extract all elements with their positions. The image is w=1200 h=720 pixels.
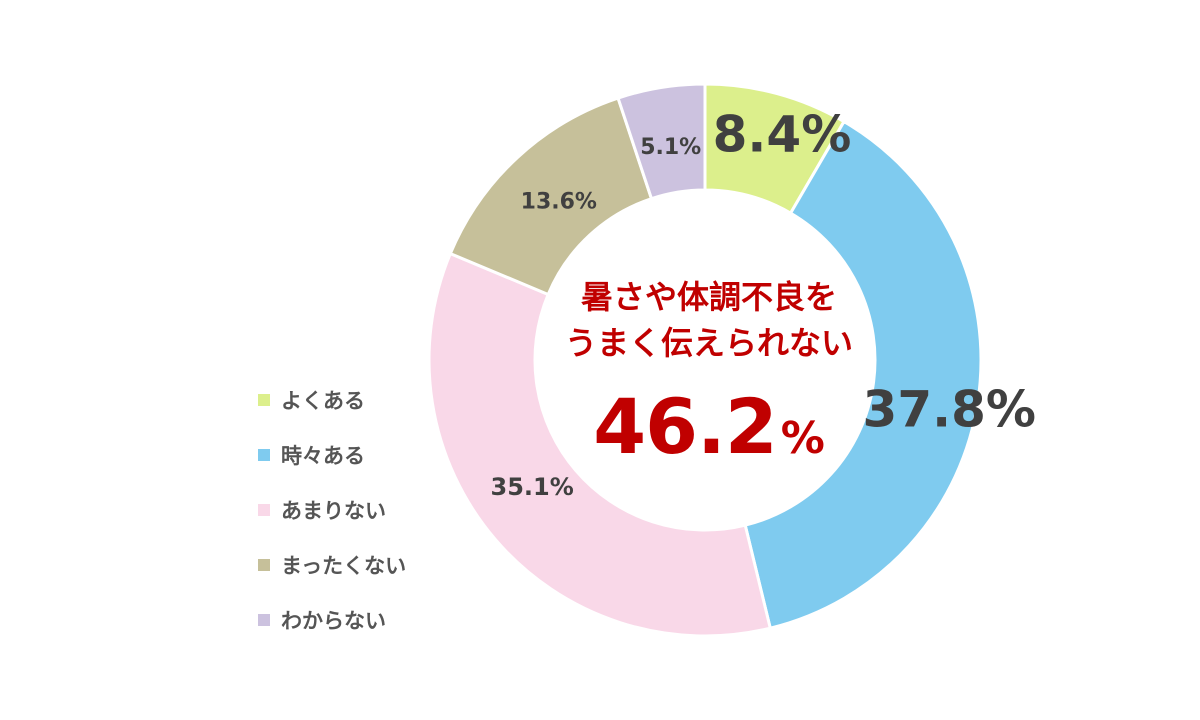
legend-item: わからない: [258, 592, 458, 647]
legend-item: よくある: [258, 372, 458, 427]
donut-slices: [427, 82, 983, 638]
slice-label-amari-nai: 35.1%: [491, 473, 574, 501]
donut-slice-amari-nai: [427, 251, 773, 638]
legend-item: あまりない: [258, 482, 458, 537]
slice-label-mattaku-nai: 13.6%: [521, 189, 597, 214]
legend-item: まったくない: [258, 537, 458, 592]
legend-label: 時々ある: [281, 443, 365, 468]
slice-label-tokidoki-aru: 37.8%: [863, 381, 1036, 439]
legend-label: まったくない: [281, 553, 407, 578]
legend: よくある 時々ある あまりない まったくない わからない: [258, 372, 458, 647]
center-title-line2: うまく伝えられない: [564, 324, 853, 362]
donut-slice-wakaranai: [616, 82, 707, 201]
legend-label: あまりない: [281, 498, 386, 523]
legend-label: よくある: [281, 388, 365, 413]
legend-swatch: [258, 448, 270, 461]
slice-label-wakaranai: 5.1%: [640, 135, 701, 160]
center-title: 暑さや体調不良を うまく伝えられない: [534, 274, 884, 366]
center-total-unit: %: [780, 413, 825, 464]
legend-swatch: [258, 613, 270, 626]
legend-label: わからない: [281, 608, 386, 633]
slice-labels: 8.4% 37.8% 35.1% 13.6% 5.1%: [491, 105, 1036, 500]
legend-swatch: [258, 558, 270, 571]
legend-item: 時々ある: [258, 427, 458, 482]
center-title-line1: 暑さや体調不良を: [580, 278, 837, 316]
slice-label-yoku-aru: 8.4%: [713, 105, 852, 163]
donut-slice-tokidoki-aru: [743, 119, 983, 630]
center-total-value: 46.2%: [534, 382, 884, 493]
legend-swatch: [258, 393, 270, 406]
center-total-number: 46.2: [593, 382, 778, 471]
legend-swatch: [258, 503, 270, 516]
